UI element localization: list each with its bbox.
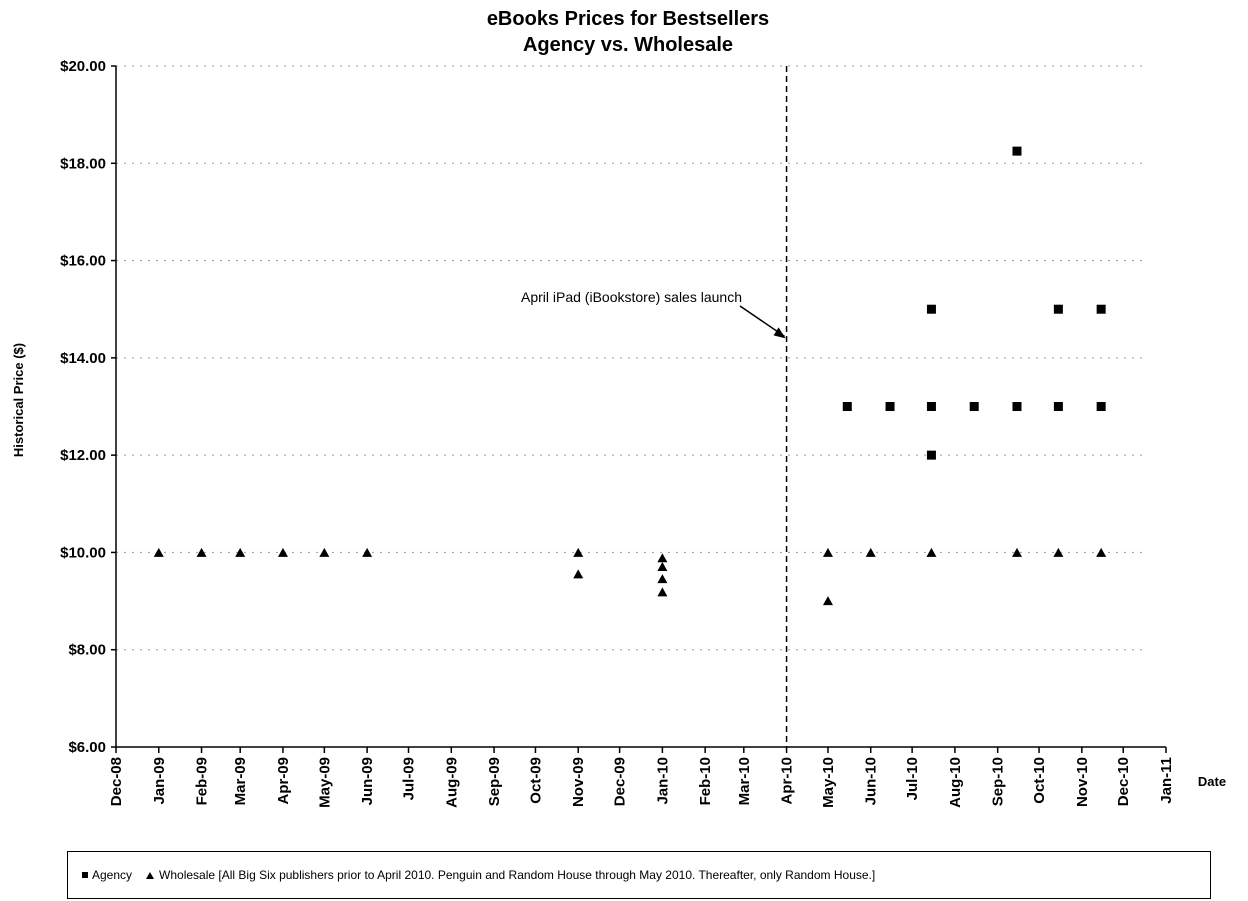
agency-point <box>1053 304 1063 314</box>
wholesale-point <box>1096 547 1107 557</box>
wholesale-point <box>573 547 584 557</box>
x-axis-label: Date <box>1198 774 1226 789</box>
x-tick-label: Apr-10 <box>779 757 796 805</box>
arrow-head-icon <box>773 327 786 339</box>
y-tick-label: $18.00 <box>60 155 106 172</box>
data-points <box>153 146 1107 606</box>
chart-title: eBooks Prices for Bestsellers <box>487 8 769 30</box>
y-tick-label: $6.00 <box>68 739 106 756</box>
wholesale-point <box>235 547 246 557</box>
wholesale-point <box>319 547 330 557</box>
x-tick-label: Dec-08 <box>108 757 125 806</box>
axis-layer <box>111 65 1167 753</box>
wholesale-point <box>657 553 668 563</box>
square-marker-icon <box>82 872 88 878</box>
y-tick-label: $20.00 <box>60 58 106 75</box>
scatter-chart: Dec-08 Jan-09 Feb-09 Mar-09 Apr-09 May-09 Jun-… <box>11 8 1226 808</box>
wholesale-point <box>657 587 668 597</box>
x-tick-label: Feb-10 <box>697 757 714 805</box>
x-tick-label: Oct-10 <box>1031 757 1048 804</box>
x-tick-label: Mar-10 <box>736 757 753 805</box>
wholesale-point <box>573 569 584 579</box>
legend-label-agency: Agency <box>92 868 133 882</box>
legend-entry-agency: Agency <box>82 868 132 882</box>
x-tick-label: May-09 <box>316 757 333 808</box>
wholesale-point <box>1053 547 1064 557</box>
x-tick-label: Jan-09 <box>151 757 168 805</box>
chart-subtitle: Agency vs. Wholesale <box>523 34 733 56</box>
x-tick-label: Dec-09 <box>612 757 629 806</box>
agency-point <box>1053 402 1063 411</box>
x-tick-label: Sep-10 <box>990 757 1007 806</box>
x-tick-labels: Dec-08 Jan-09 Feb-09 Mar-09 Apr-09 May-09 Jun-… <box>108 757 1175 808</box>
x-tick-label: Jul-09 <box>401 757 418 800</box>
x-tick-label: Mar-09 <box>232 757 249 805</box>
y-tick-label: $16.00 <box>60 253 106 270</box>
x-tick-label: Sep-09 <box>486 757 503 806</box>
agency-point <box>1096 304 1106 314</box>
x-tick-label: Jan-11 <box>1158 757 1175 804</box>
wholesale-point <box>153 547 164 557</box>
wholesale-point <box>822 547 833 557</box>
wholesale-point <box>362 547 373 557</box>
wholesale-point <box>657 562 668 572</box>
y-tick-label: $10.00 <box>60 544 106 561</box>
x-tick-label: Nov-10 <box>1074 757 1091 807</box>
agency-point <box>1012 402 1022 411</box>
wholesale-point <box>277 547 288 557</box>
x-tick-label: Aug-09 <box>443 757 460 808</box>
agency-point <box>926 450 936 460</box>
y-axis-label: Historical Price ($) <box>11 343 26 457</box>
x-tick-label: Feb-09 <box>194 757 211 805</box>
x-tick-label: Aug-10 <box>947 757 964 808</box>
x-tick-label: Jun-10 <box>863 757 880 805</box>
y-tick-label: $12.00 <box>60 447 106 464</box>
wholesale-point <box>865 547 876 557</box>
x-tick-label: Oct-09 <box>527 757 544 804</box>
x-tick-label: Jul-10 <box>904 757 921 800</box>
x-tick-label: May-10 <box>820 757 837 808</box>
y-tick-labels: $6.00 $8.00 $10.00 $12.00 $14.00 $16.00 $18.00… <box>60 58 106 756</box>
agency-point <box>926 304 936 314</box>
x-tick-label: Jun-09 <box>359 757 376 805</box>
y-tick-label: $14.00 <box>60 350 106 367</box>
annotation-layer: April iPad (iBookstore) sales launch <box>521 66 788 747</box>
annotation-text: April iPad (iBookstore) sales launch <box>521 289 742 305</box>
wholesale-point <box>822 596 833 606</box>
x-tick-label: Nov-09 <box>570 757 587 807</box>
wholesale-point <box>926 547 937 557</box>
agency-point <box>926 402 936 411</box>
chart-legend: Agency Wholesale [All Big Six publishers… <box>67 851 1211 899</box>
triangle-marker-icon <box>146 871 155 879</box>
x-tick-label: Apr-09 <box>275 757 292 805</box>
wholesale-point <box>196 547 207 557</box>
wholesale-point <box>1011 547 1022 557</box>
agency-point <box>969 402 979 411</box>
agency-point <box>885 402 895 411</box>
agency-point <box>1012 146 1022 156</box>
agency-point <box>842 402 852 411</box>
y-tick-label: $8.00 <box>68 642 106 659</box>
agency-point <box>1096 402 1106 411</box>
legend-entry-wholesale: Wholesale [All Big Six publishers prior … <box>146 868 875 882</box>
x-tick-label: Jan-10 <box>654 757 671 805</box>
wholesale-point <box>657 574 668 584</box>
legend-label-wholesale: Wholesale [All Big Six publishers prior … <box>159 868 876 882</box>
grid-layer <box>116 65 1146 651</box>
x-tick-label: Dec-10 <box>1115 757 1132 806</box>
